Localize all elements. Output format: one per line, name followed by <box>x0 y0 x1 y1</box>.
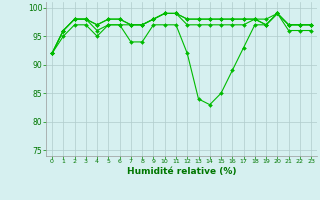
X-axis label: Humidité relative (%): Humidité relative (%) <box>127 167 236 176</box>
